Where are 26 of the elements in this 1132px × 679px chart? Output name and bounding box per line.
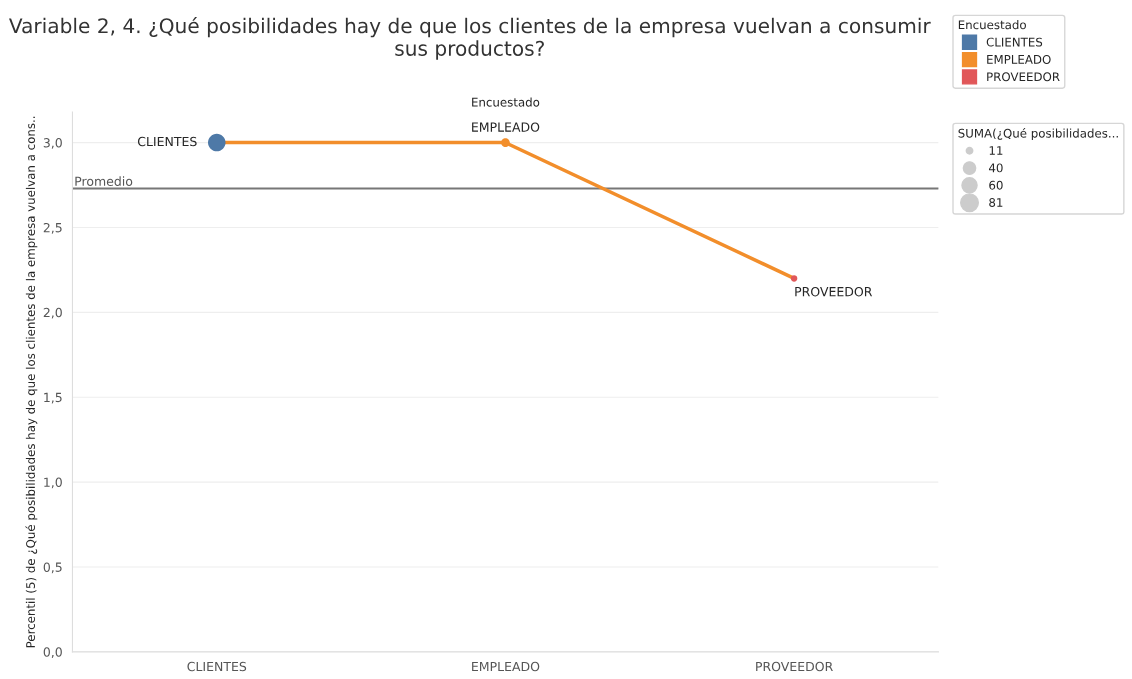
y-tick-label: 3,0 xyxy=(43,138,62,149)
x-tick-label: CLIENTES xyxy=(187,661,247,672)
x-tick-label: EMPLEADO xyxy=(472,661,540,672)
y-tick-label: 0,5 xyxy=(43,562,62,574)
text: PROVEEDOR xyxy=(795,286,873,297)
text: SUMA(¿Qué posibilidades... xyxy=(958,128,1118,140)
legend-label: 60 xyxy=(989,180,1003,190)
x-axis-title: Encuestado xyxy=(472,97,540,107)
y-tick-label: 2,0 xyxy=(43,307,62,319)
chart-title: Variable 2, 4. ¿Qué posibilidades hay de que los clientes de la empresa vuelvan a consumir sus productos? xyxy=(9,16,931,60)
x-tick-label: PROVEEDOR xyxy=(756,661,833,672)
y-tick-label: 2,5 xyxy=(43,222,62,234)
y-axis-title: Percentil (5) de ¿Qué posibilidades hay de que los clientes de la empresa vuelvan a cons.. xyxy=(25,116,38,648)
legend-label: PROVEEDOR xyxy=(987,72,1060,82)
legend-label: EMPLEADO xyxy=(987,54,1051,64)
legend-title: Encuestado xyxy=(958,20,1026,30)
legend-label: 11 xyxy=(989,146,1003,155)
y-tick-label: 1,5 xyxy=(44,392,62,404)
legend-label: 40 xyxy=(988,163,1003,173)
ref-line-label: Promedio xyxy=(75,176,133,186)
legend-label: 81 xyxy=(989,198,1003,207)
text: EMPLEADO xyxy=(472,122,540,132)
legend-label: CLIENTES xyxy=(986,37,1043,47)
y-tick-label: 0,0 xyxy=(43,647,62,659)
text: CLIENTES xyxy=(137,136,197,147)
y-tick-label: 1,0 xyxy=(44,477,62,489)
